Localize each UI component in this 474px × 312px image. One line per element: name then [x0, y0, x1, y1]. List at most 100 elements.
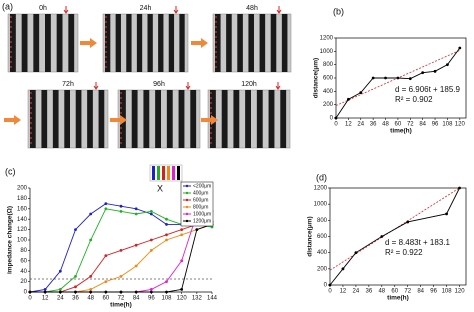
stripe	[270, 14, 277, 72]
y-tick-label: 100	[17, 238, 28, 244]
x-axis-label: time(h)	[390, 128, 412, 135]
data-point	[446, 63, 449, 67]
x-tick-label: 84	[133, 296, 140, 302]
stripe	[280, 90, 287, 148]
data-point	[334, 116, 338, 120]
stripe	[143, 90, 150, 148]
y-tick-label: 600	[323, 76, 334, 82]
red-arrow	[275, 82, 281, 90]
stripe	[126, 14, 132, 72]
x-tick-label: 108	[161, 296, 172, 302]
data-point	[384, 76, 387, 80]
stripe	[168, 14, 175, 72]
stripe	[281, 14, 288, 72]
y-tick-label: 800	[317, 218, 328, 224]
data-point	[134, 207, 138, 211]
x-tick-label: 120	[455, 122, 466, 128]
flow-arrow	[191, 38, 208, 48]
data-point	[406, 220, 410, 224]
legend-marker	[185, 191, 189, 195]
data-point	[165, 290, 168, 294]
series-line	[335, 47, 461, 119]
data-point	[180, 228, 184, 232]
stripe	[64, 90, 70, 148]
x-tick-label: 12	[42, 296, 49, 302]
legend-marker	[185, 219, 189, 223]
x-tick-label: 0	[334, 122, 338, 128]
x-tick-label: 0	[328, 289, 332, 295]
x-tick-label: 12	[345, 122, 352, 128]
red-arrow	[185, 82, 191, 90]
inset-stripe	[172, 166, 175, 180]
data-point	[89, 238, 93, 242]
y-tick-label: 600	[317, 234, 328, 240]
data-point	[180, 288, 184, 291]
stripe	[233, 90, 240, 148]
panel-label: (b)	[333, 6, 344, 16]
inset-stripe	[177, 166, 180, 180]
x-tick-label: 36	[370, 122, 377, 128]
stripe	[105, 14, 111, 72]
x-tick-label: 132	[192, 296, 203, 302]
stripe	[226, 14, 232, 72]
stripe	[87, 90, 93, 148]
data-point	[165, 217, 168, 221]
x-tick-label: 24	[357, 122, 364, 128]
stripe	[245, 90, 251, 148]
data-point	[119, 210, 123, 213]
x-tick-label: 108	[442, 289, 453, 295]
y-tick-label: 200	[317, 266, 328, 272]
data-point	[149, 288, 153, 291]
y-tick-label: 400	[323, 89, 334, 95]
data-point	[134, 290, 138, 294]
x-tick-label: 84	[419, 122, 426, 128]
stripe	[259, 14, 266, 72]
flow-arrow	[4, 115, 21, 125]
time-label: 72h	[62, 81, 74, 88]
data-point	[104, 280, 108, 283]
data-point	[458, 186, 461, 190]
data-point	[354, 251, 358, 255]
x-tick-label: 108	[442, 122, 453, 128]
data-point	[119, 290, 123, 294]
data-point	[74, 275, 77, 278]
data-point	[74, 228, 77, 232]
data-point	[371, 76, 375, 80]
data-point	[58, 269, 62, 273]
data-point	[104, 207, 108, 211]
x-tick-label: 120	[455, 289, 466, 295]
data-point	[119, 249, 123, 252]
legend-label: 1200μm	[193, 218, 211, 224]
stripe	[147, 14, 153, 72]
y-tick-label: 0	[24, 290, 28, 296]
inset-stripe	[162, 166, 165, 180]
stripe	[248, 14, 254, 72]
x-axis-label: time(h)	[387, 295, 409, 302]
series-line	[30, 223, 213, 293]
y-tick-label: 80	[20, 248, 27, 254]
data-point	[458, 46, 462, 50]
data-point	[119, 204, 123, 208]
y-tick-label: 0	[330, 116, 334, 122]
annotation: R² = 0.922	[385, 248, 423, 257]
stripe	[45, 14, 51, 72]
data-point	[134, 264, 138, 268]
x-tick-label: 36	[72, 296, 79, 302]
x-tick-label: 24	[353, 289, 360, 295]
stripe	[33, 14, 40, 72]
x-tick-label: 144	[207, 296, 218, 302]
y-tick-label: 400	[317, 250, 328, 256]
stripe	[268, 90, 275, 148]
y-tick-label: 200	[323, 102, 334, 108]
y-tick-label: 40	[20, 269, 27, 275]
x-axis-label: time(h)	[110, 302, 132, 309]
data-point	[165, 223, 168, 226]
inset-stripe	[157, 166, 160, 180]
stripe	[155, 90, 161, 148]
x-tick-label: 84	[417, 289, 424, 295]
stripe	[30, 90, 36, 148]
data-point	[149, 210, 153, 213]
y-tick-label: 1200	[314, 186, 328, 192]
y-tick-label: 140	[17, 217, 28, 223]
